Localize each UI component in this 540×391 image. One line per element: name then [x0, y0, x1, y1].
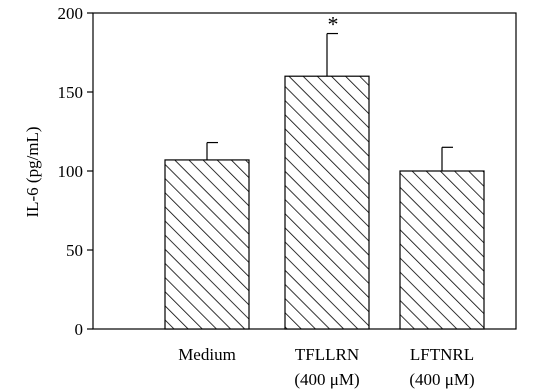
- y-tick-label: 0: [75, 320, 84, 339]
- category-label: LFTNRL: [410, 345, 474, 364]
- chart-axes: 0 50 100 150 200 Medium TFLLRN (400 μM) LFTNRL (4…: [58, 4, 517, 389]
- category-label: Medium: [178, 345, 236, 364]
- bar: [284, 75, 370, 330]
- bar: [164, 159, 250, 330]
- category-label-sub: (400 μM): [294, 370, 359, 389]
- y-tick-label: 150: [58, 83, 84, 102]
- bar: [399, 170, 485, 330]
- y-tick-label: 200: [58, 4, 84, 23]
- y-tick-label: 100: [58, 162, 84, 181]
- significance-marker: *: [328, 12, 339, 37]
- category-label-sub: (400 μM): [409, 370, 474, 389]
- category-label: TFLLRN: [295, 345, 359, 364]
- y-tick-label: 50: [66, 241, 83, 260]
- chart-bars: *: [164, 12, 485, 330]
- y-axis-label: IL-6 (pg/mL): [23, 126, 42, 217]
